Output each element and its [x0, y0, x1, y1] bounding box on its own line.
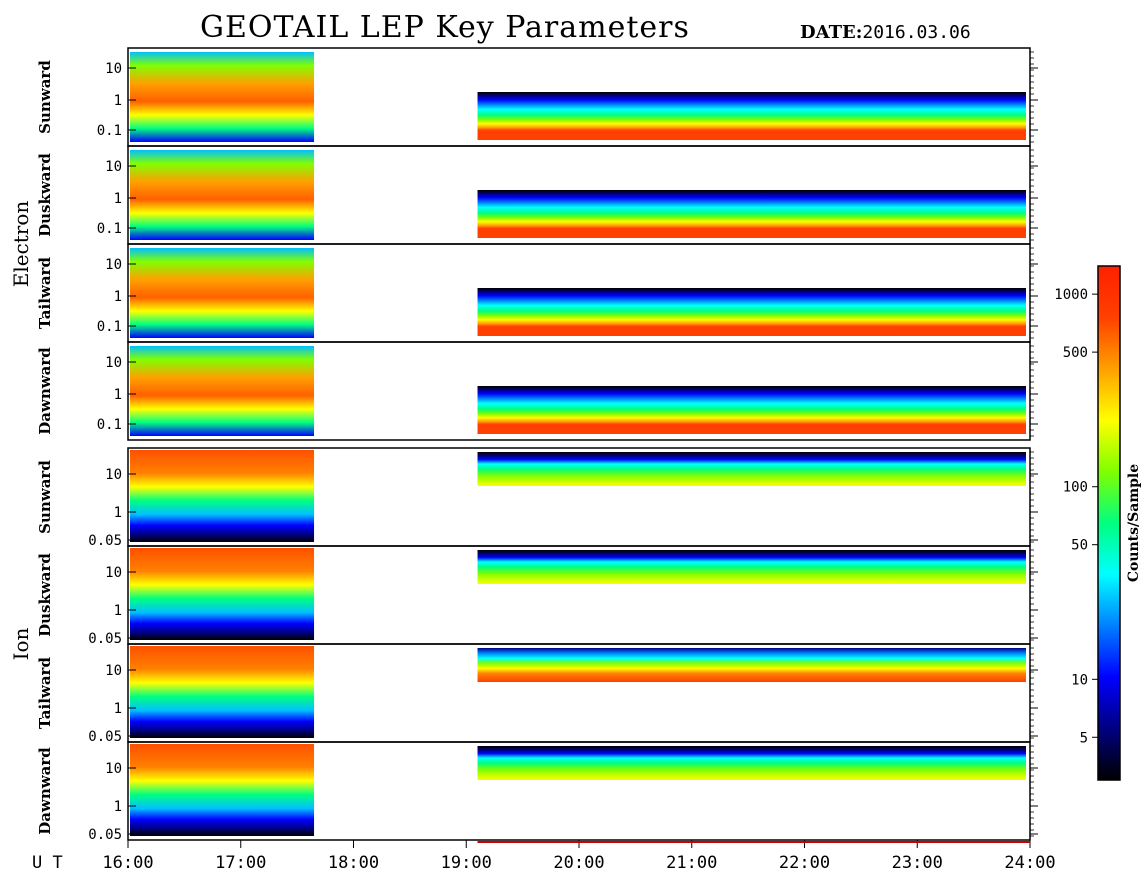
panel-ion-duskward: 10 1 0.05 Duskward — [36, 545, 1038, 647]
panel-label-duskward: Duskward — [36, 553, 54, 637]
colorbar-tick-label: 5 — [1080, 730, 1088, 746]
spectrogram-left-block — [130, 744, 315, 836]
panel-electron-sunward: 10 1 0.1 Sunward — [36, 47, 1038, 147]
x-tick-label: 18:00 — [328, 853, 379, 873]
y-tick-label: 1 — [114, 387, 122, 403]
y-tick-label: 10 — [105, 761, 122, 777]
y-tick-label: 10 — [105, 663, 122, 679]
spectrogram-right-block — [477, 452, 1026, 486]
y-tick-label: 1 — [114, 799, 122, 815]
x-tick-label: 20:00 — [553, 853, 604, 873]
panel-electron-tailward: 10 1 0.1 Tailward — [36, 243, 1038, 343]
x-tick-label: 16:00 — [102, 853, 153, 873]
y-tick-label: 1 — [114, 289, 122, 305]
panel-label-dawnward: Dawnward — [36, 347, 54, 435]
date-label: DATE: — [800, 22, 863, 43]
x-tick-label: 19:00 — [441, 853, 492, 873]
date-value: 2016.03.06 — [862, 22, 971, 43]
spectrogram-left-block — [130, 346, 315, 436]
y-tick-label: 1 — [114, 603, 122, 619]
colorbar-tick-label: 100 — [1063, 480, 1088, 496]
spectrogram-left-block — [130, 646, 315, 738]
y-tick-label: 0.05 — [88, 827, 122, 843]
spectrogram-left-block — [130, 548, 315, 640]
panel-ion-sunward: 10 1 0.05 Sunward — [36, 447, 1038, 549]
y-tick-label: 0.1 — [97, 417, 122, 433]
colorbar-tick-label: 10 — [1071, 672, 1088, 688]
group-label-electron: Electron — [9, 201, 33, 288]
panel-ion-dawnward: 10 1 0.05 Dawnward — [36, 741, 1038, 843]
panel-label-tailward: Tailward — [36, 257, 54, 329]
x-tick-label: 23:00 — [892, 853, 943, 873]
y-tick-label: 0.1 — [97, 221, 122, 237]
spectrogram-right-block — [477, 190, 1026, 238]
y-tick-label: 1 — [114, 191, 122, 207]
colorbar-label: Counts/Sample — [1126, 464, 1142, 582]
x-tick-label: 22:00 — [779, 853, 830, 873]
panel-label-sunward: Sunward — [36, 60, 54, 134]
spectrogram-right-block — [477, 648, 1026, 682]
x-tick-label: 24:00 — [1004, 853, 1055, 873]
y-tick-label: 0.1 — [97, 319, 122, 335]
spectrogram-right-block — [477, 550, 1026, 584]
y-tick-label: 10 — [105, 257, 122, 273]
panel-electron-dawnward: 10 1 0.1 Dawnward — [36, 341, 1038, 441]
y-tick-label: 0.05 — [88, 533, 122, 549]
spectrogram-right-block — [477, 92, 1026, 140]
y-tick-label: 0.1 — [97, 123, 122, 139]
x-axis-label: U T — [32, 853, 63, 873]
y-tick-label: 0.05 — [88, 631, 122, 647]
spectrogram-left-block — [130, 450, 315, 542]
y-tick-label: 1 — [114, 701, 122, 717]
x-tick-label: 21:00 — [666, 853, 717, 873]
chart-title: GEOTAIL LEP Key Parameters — [200, 10, 690, 45]
y-tick-label: 0.05 — [88, 729, 122, 745]
panel-label-sunward: Sunward — [36, 460, 54, 534]
y-tick-label: 10 — [105, 355, 122, 371]
colorbar-tick-label: 500 — [1063, 345, 1088, 361]
y-tick-label: 10 — [105, 565, 122, 581]
x-tick-label: 17:00 — [215, 853, 266, 873]
spectrogram-right-block — [477, 288, 1026, 336]
panel-electron-duskward: 10 1 0.1 Duskward — [36, 145, 1038, 245]
colorbar-tick-label: 50 — [1071, 538, 1088, 554]
spectrogram-left-block — [130, 248, 315, 338]
spectrogram-right-block — [477, 746, 1026, 780]
y-tick-label: 1 — [114, 93, 122, 109]
panel-label-duskward: Duskward — [36, 153, 54, 237]
panel-ion-tailward: 10 1 0.05 Tailward — [36, 643, 1038, 745]
colorbar — [1097, 265, 1121, 781]
spectrogram-right-block — [477, 386, 1026, 434]
y-tick-label: 1 — [114, 505, 122, 521]
panel-label-dawnward: Dawnward — [36, 747, 54, 835]
panel-label-tailward: Tailward — [36, 657, 54, 729]
y-tick-label: 10 — [105, 159, 122, 175]
spectrogram-left-block — [130, 52, 315, 142]
panel-frame — [127, 341, 1031, 441]
spectrogram-left-block — [130, 150, 315, 240]
y-tick-label: 10 — [105, 467, 122, 483]
y-tick-label: 10 — [105, 61, 122, 77]
date-display: DATE:2016.03.06 — [800, 22, 971, 43]
colorbar-tick-label: 1000 — [1054, 287, 1088, 303]
group-label-ion: Ion — [9, 627, 33, 660]
